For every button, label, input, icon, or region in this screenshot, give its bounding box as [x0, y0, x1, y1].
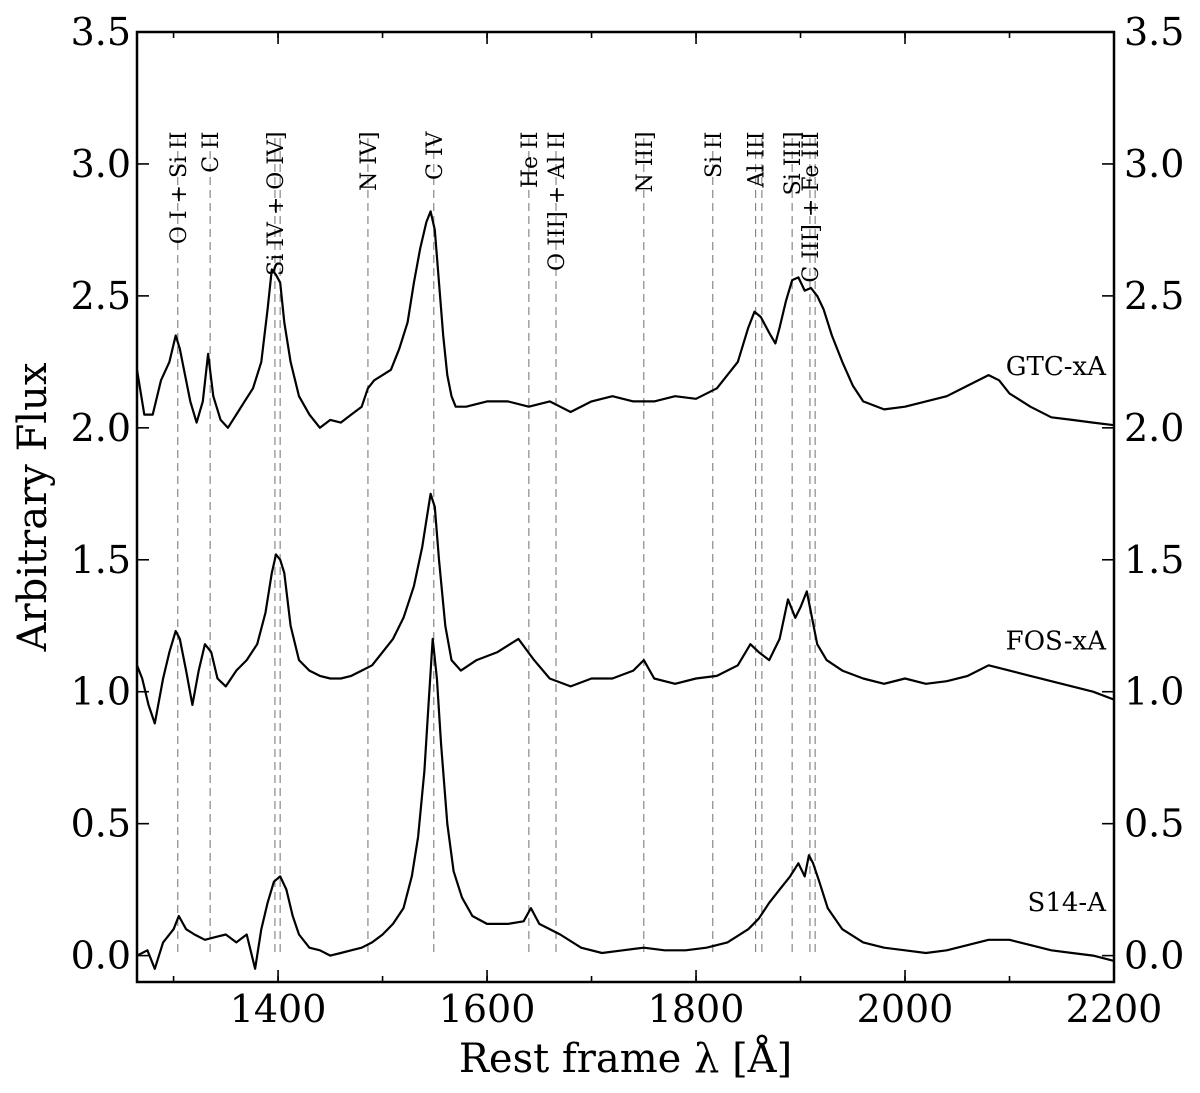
y-tick-label-right: 2.0 [1124, 406, 1184, 450]
line-marker-label: Al III [745, 132, 770, 189]
y-tick-label: 0.5 [71, 802, 131, 846]
x-tick-label: 2000 [857, 987, 954, 1031]
line-marker-group [177, 137, 816, 952]
x-tick-label: 1600 [439, 987, 536, 1031]
y-tick-label-right: 0.0 [1124, 934, 1184, 978]
x-axis-label: Rest frame λ [Å] [459, 1035, 792, 1082]
x-tick-label: 2200 [1066, 987, 1163, 1031]
x-tick-label: 1400 [230, 987, 327, 1031]
series-label: S14-A [1028, 888, 1108, 918]
line-marker-label: N IV] [357, 132, 382, 191]
line-marker-label: Si III] [781, 132, 806, 196]
spectrum-line [135, 210, 1115, 429]
y-tick-label-right: 1.5 [1124, 538, 1184, 582]
line-marker-label: O I + Si II [167, 132, 192, 245]
line-marker-label: O III] + Al II [545, 132, 570, 271]
series-label: FOS-xA [1006, 627, 1108, 657]
line-marker-label: C III] + Fe III [799, 132, 824, 283]
y-tick-label: 1.0 [71, 670, 131, 714]
line-marker-label: He II [518, 132, 543, 189]
x-tick-label: 1800 [648, 987, 745, 1031]
y-tick-label-right: 3.0 [1124, 142, 1184, 186]
line-marker-label: Si IV + O IV] [264, 132, 289, 276]
line-marker-label: N III] [633, 132, 658, 193]
spectrum-line [136, 637, 1115, 970]
tick-group: 1400 1600 1800 2000 2200 0.0 0.0 0.5 0.5 1.0 1.0 1.… [71, 10, 1185, 1031]
line-marker-label-group: O I + Si II C II Si IV + O IV] N IV] C IV He … [167, 130, 824, 282]
y-tick-label: 3.0 [71, 142, 131, 186]
y-tick-label-right: 2.5 [1124, 274, 1184, 318]
spectra-group [135, 210, 1115, 970]
y-tick-label-right: 0.5 [1124, 802, 1184, 846]
y-tick-label-right: 3.5 [1124, 10, 1184, 54]
y-tick-label: 2.5 [71, 274, 131, 318]
y-tick-label: 2.0 [71, 406, 131, 450]
y-tick-label: 3.5 [71, 10, 131, 54]
series-label: GTC-xA [1006, 352, 1107, 382]
y-tick-label: 0.0 [71, 934, 131, 978]
series-label-group: GTC-xA FOS-xA S14-A [1006, 352, 1108, 918]
line-marker-label: C IV [423, 130, 448, 180]
spectrum-line [135, 492, 1115, 725]
line-marker-label: Si II [702, 132, 727, 178]
y-axis-label: Arbitrary Flux [10, 362, 56, 652]
line-marker-label: C II [199, 132, 224, 173]
plot-frame [135, 30, 1116, 984]
y-tick-label: 1.5 [71, 538, 131, 582]
y-tick-label-right: 1.0 [1124, 670, 1184, 714]
